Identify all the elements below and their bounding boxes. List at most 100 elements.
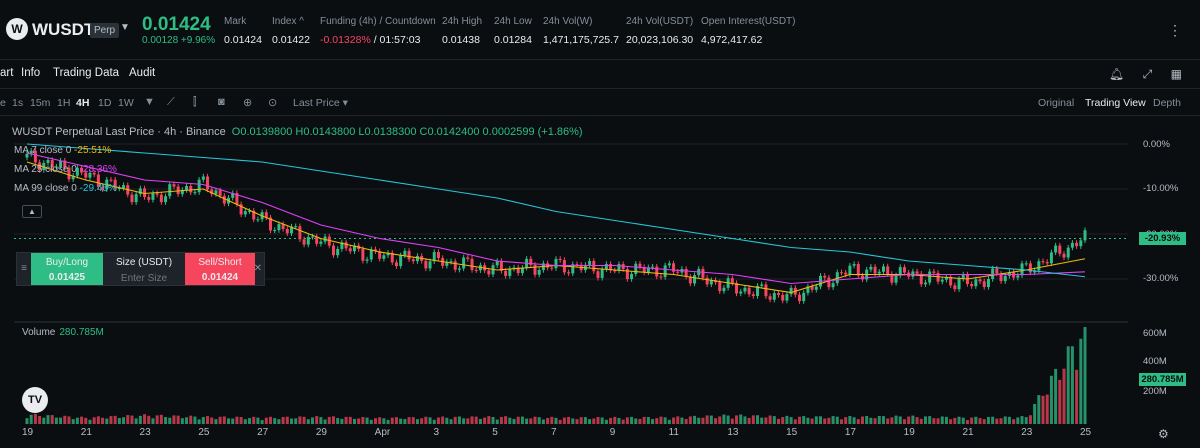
candle	[722, 287, 726, 292]
volume-bar	[298, 416, 302, 424]
timeframe-dropdown-icon[interactable]: ▼	[144, 96, 155, 108]
collapse-legend-button[interactable]: ▲	[22, 205, 42, 218]
camera-icon[interactable]: ◙	[218, 96, 225, 108]
candle	[269, 217, 273, 231]
tab-chart[interactable]: art	[0, 67, 14, 79]
candle	[155, 193, 159, 195]
add-indicator-icon[interactable]: ⊕	[243, 97, 253, 109]
candle	[436, 251, 440, 259]
volume-bar	[436, 417, 440, 424]
timeframe-15m[interactable]: 15m	[30, 97, 51, 109]
view-trading-view[interactable]: Trading View	[1085, 97, 1146, 109]
volume-bar	[718, 416, 722, 424]
volume-bar	[541, 419, 545, 424]
buy-long-button[interactable]: Buy/Long 0.01425	[31, 253, 103, 285]
timeframe-1w[interactable]: 1W	[118, 97, 134, 109]
candle	[252, 210, 256, 220]
candle	[596, 271, 600, 278]
stat-mark: Mark 0.01424	[224, 16, 262, 46]
volume-bar	[71, 419, 75, 424]
volume-bar	[617, 417, 621, 424]
volume-bar	[575, 419, 579, 424]
tradingview-logo-icon[interactable]: TV	[22, 387, 48, 413]
volume-bar	[781, 417, 785, 424]
view-original[interactable]: Original	[1038, 97, 1075, 109]
more-menu-icon[interactable]: ⋮	[1168, 22, 1182, 38]
volume-bar	[214, 419, 218, 424]
price-source-select[interactable]: Last Price ▾	[293, 97, 348, 109]
view-depth[interactable]: Depth	[1153, 97, 1182, 109]
symbol-caret-icon[interactable]: ▼	[120, 22, 130, 33]
volume-bar	[294, 418, 298, 424]
candle	[310, 236, 314, 238]
size-input[interactable]	[109, 273, 179, 284]
stat-index[interactable]: Index ^ 0.01422	[272, 16, 310, 46]
coin-logo-icon: W	[6, 18, 28, 40]
volume-bar	[1070, 346, 1074, 424]
candle	[999, 273, 1003, 282]
price-chart[interactable]: WUSDT Perpetual Last Price · 4h · Binanc…	[0, 117, 1200, 448]
volume-bar	[130, 415, 134, 424]
timeframe-4h[interactable]: 4H	[76, 97, 90, 109]
candle	[88, 172, 92, 178]
expand-icon[interactable]: ⤢	[1142, 67, 1153, 81]
volume-bar	[831, 416, 835, 424]
gear-icon[interactable]: ⚙	[1158, 427, 1169, 441]
candle-type-icon[interactable]: ⫿	[193, 96, 197, 108]
sell-short-button[interactable]: Sell/Short 0.01424	[185, 253, 255, 285]
volume-bar	[798, 416, 802, 424]
drag-handle-icon[interactable]: ≡	[21, 263, 27, 274]
volume-bar	[1037, 395, 1041, 424]
timeframe-1d[interactable]: 1D	[98, 97, 112, 109]
ma25-legend[interactable]: MA 25 close 0 -28.36%	[14, 164, 117, 175]
tab-info[interactable]: Info	[21, 67, 41, 79]
date-axis-label: 9	[609, 427, 616, 438]
ma99-legend[interactable]: MA 99 close 0 -29.45%	[14, 183, 117, 194]
ma7-legend[interactable]: MA 7 close 0 -25.51%	[14, 145, 112, 156]
candle	[777, 293, 781, 295]
tab-trading-data[interactable]: Trading Data	[53, 67, 120, 79]
candle	[1016, 275, 1020, 278]
candle	[546, 263, 550, 268]
volume-bar	[449, 419, 453, 424]
volume-bar	[747, 417, 751, 424]
market-header: W WUSDT Perp ▼ 0.01424 0.00128 +9.96% Ma…	[0, 0, 1200, 60]
bell-icon[interactable]: 🔔︎	[1108, 67, 1125, 81]
volume-bar	[352, 418, 356, 424]
candle	[751, 294, 755, 297]
candle	[663, 265, 667, 278]
volume-bar	[756, 415, 760, 424]
indicator-icon[interactable]: ⟋	[167, 96, 175, 108]
candle	[701, 268, 705, 278]
candle	[411, 259, 415, 262]
symbol-name[interactable]: WUSDT	[32, 20, 95, 39]
tab-audit[interactable]: Audit	[129, 67, 156, 79]
timeframe-time[interactable]: e	[0, 97, 6, 109]
candle	[575, 264, 579, 266]
volume-bar	[357, 418, 361, 424]
volume-bar	[604, 419, 608, 424]
layout-grid-icon[interactable]: ▦	[1170, 67, 1182, 81]
candle	[222, 195, 226, 204]
volume-bar	[172, 415, 176, 424]
close-icon[interactable]: ✕	[253, 263, 262, 274]
candle	[1058, 245, 1062, 254]
candle	[294, 226, 298, 228]
chart-canvas[interactable]	[0, 117, 1200, 448]
volume-bar	[772, 416, 776, 424]
volume-bar	[487, 416, 491, 424]
volume-bar	[529, 418, 533, 424]
candle	[520, 267, 524, 274]
compare-icon[interactable]: ⊙	[268, 97, 278, 109]
volume-bar	[222, 416, 226, 424]
volume-bar	[848, 416, 852, 424]
candle	[986, 279, 990, 288]
volume-bar	[638, 418, 642, 424]
candle	[96, 174, 100, 188]
candle	[344, 242, 348, 249]
timeframe-1s[interactable]: 1s	[12, 97, 24, 109]
timeframe-1h[interactable]: 1H	[57, 97, 71, 109]
candle	[290, 226, 293, 234]
candle	[915, 271, 919, 274]
candle	[189, 185, 193, 193]
